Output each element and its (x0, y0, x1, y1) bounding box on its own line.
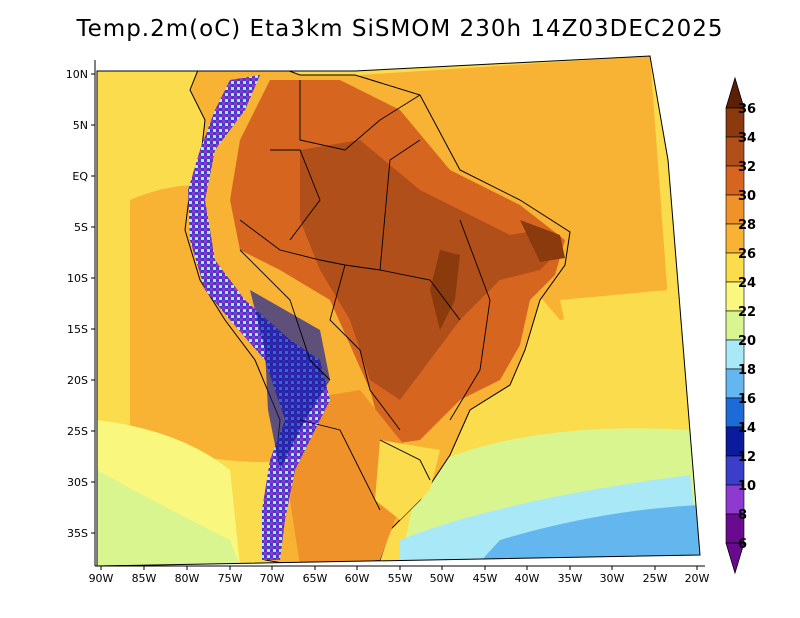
lon-label-35w: 35W (558, 572, 583, 585)
northeast-hotspot (520, 220, 565, 262)
south-brazil-mild (375, 440, 440, 520)
lat-label-eq: EQ (72, 170, 88, 183)
pacific-cooler-zone (97, 470, 240, 566)
colorbar-label-22: 22 (738, 305, 756, 320)
lat-label-20s: 20S (67, 374, 88, 387)
lon-label-90w: 90W (89, 572, 114, 585)
lat-label-35s: 35S (67, 527, 88, 540)
southern-cone-warm (290, 390, 430, 566)
lon-label-75w: 75W (218, 572, 243, 585)
longitude-axis: 90W 85W 80W 75W 70W 65W 60W 55W 50W 45W … (89, 565, 710, 585)
altiplano-cold-core (250, 290, 330, 470)
very-hot-zone (300, 140, 560, 400)
lon-label-45w: 45W (473, 572, 498, 585)
colorbar-label-18: 18 (738, 363, 756, 378)
colorbar-label-16: 16 (738, 392, 756, 407)
lat-label-10n: 10N (66, 68, 88, 81)
country-borders (239, 80, 491, 511)
colorbar-label-8: 8 (738, 508, 747, 523)
atlantic-mild-zone (560, 290, 690, 440)
figure-title: Temp.2m(oC) Eta3km SiSMOM 230h 14Z03DEC2… (76, 16, 724, 42)
temperature-field (97, 56, 700, 566)
colorbar-label-32: 32 (738, 160, 756, 175)
colorbar-label-6: 6 (738, 537, 747, 552)
lat-label-15s: 15S (67, 323, 88, 336)
lon-label-80w: 80W (175, 572, 200, 585)
colorbar-label-30: 30 (738, 189, 756, 204)
south-atlantic-coldest-zone (480, 505, 700, 562)
colorbar: 36 34 32 30 28 26 24 22 20 18 16 14 12 1… (725, 76, 756, 575)
lon-label-20w: 20W (685, 572, 710, 585)
lat-label-5n: 5N (73, 119, 88, 132)
colorbar-label-26: 26 (738, 247, 756, 262)
lat-label-5s: 5S (74, 221, 88, 234)
colorbar-label-36: 36 (738, 102, 756, 117)
lat-label-10s: 10S (67, 272, 88, 285)
atlantic-warm-zone (360, 56, 668, 320)
colorbar-label-24: 24 (738, 276, 756, 291)
lat-label-25s: 25S (67, 425, 88, 438)
colorbar-label-20: 20 (738, 334, 756, 349)
colorbar-label-34: 34 (738, 131, 756, 146)
lon-label-40w: 40W (515, 572, 540, 585)
lon-label-60w: 60W (345, 572, 370, 585)
lon-label-30w: 30W (600, 572, 625, 585)
lat-label-30s: 30S (67, 476, 88, 489)
colorbar-label-12: 12 (738, 450, 756, 465)
colorbar-label-10: 10 (738, 479, 756, 494)
lon-label-65w: 65W (303, 572, 328, 585)
colorbar-label-28: 28 (738, 218, 756, 233)
lon-label-50w: 50W (430, 572, 455, 585)
colorbar-label-14: 14 (738, 421, 756, 436)
colorbar-bottom-arrow (725, 542, 745, 575)
lon-label-25w: 25W (643, 572, 668, 585)
lon-label-55w: 55W (388, 572, 413, 585)
central-hotspot (430, 250, 460, 330)
lon-label-70w: 70W (260, 572, 285, 585)
lon-label-85w: 85W (132, 572, 157, 585)
latitude-axis: 10N 5N EQ 5S 10S 15S 20S 25S 30S 35S (66, 60, 96, 566)
